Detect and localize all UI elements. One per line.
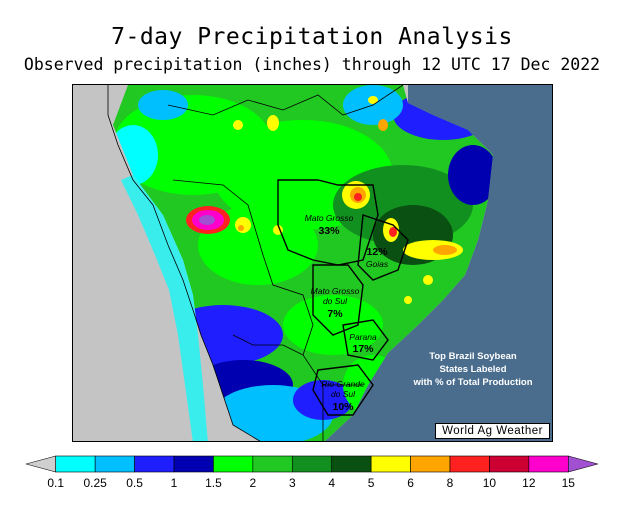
legend-tick-label: 0.5 [126, 476, 143, 490]
legend-tick-label: 1.5 [205, 476, 222, 490]
legend-arrow-left [26, 455, 57, 473]
state-name-parana: Parana [349, 332, 377, 342]
legend-tick-label: 8 [446, 476, 454, 490]
state-pct-ms: 7% [327, 308, 343, 320]
legend-swatch [94, 455, 135, 473]
precipitation-map: Mato Grosso 33% 12% Goias Mato Grosso do… [72, 84, 553, 442]
legend-tick-label: 5 [367, 476, 375, 490]
legend-tick-label: 6 [407, 476, 414, 490]
legend-tick-label: 3 [288, 476, 296, 490]
mato-grosso-outline [277, 179, 379, 266]
color-legend [26, 455, 598, 473]
map-canvas: Mato Grosso 33% 12% Goias Mato Grosso do… [73, 85, 552, 441]
state-name-mato-grosso: Mato Grosso [305, 213, 354, 223]
rio-grande-do-sul-outline [312, 364, 374, 416]
mato-grosso-do-sul-outline [312, 264, 364, 336]
legend-swatch [252, 455, 293, 473]
legend-tick-label: 10 [482, 476, 497, 490]
map-title: 7-day Precipitation Analysis [111, 24, 513, 50]
legend-swatch [370, 455, 411, 473]
legend-tick-label: 2 [249, 476, 257, 490]
credit-label: World Ag Weather [435, 423, 550, 439]
legend-swatch [528, 455, 569, 473]
legend-swatch [213, 455, 254, 473]
legend-arrow-right [567, 455, 598, 473]
legend-tick-label: 12 [522, 476, 536, 490]
soybean-state-outlines [277, 179, 409, 416]
legend-swatch [173, 455, 214, 473]
note-line-3: with % of Total Production [412, 377, 532, 388]
state-pct-rs: 10% [332, 401, 354, 413]
note-line-1: Top Brazil Soybean [429, 351, 517, 362]
parana-outline [342, 319, 389, 361]
legend-swatch [489, 455, 530, 473]
legend-swatch [134, 455, 175, 473]
state-name-rs-line1: Rio Grande [321, 379, 365, 389]
state-name-ms-line2: do Sul [323, 296, 348, 306]
legend-tick-label: 1 [170, 476, 178, 490]
note-line-2: States Labeled [439, 364, 506, 375]
legend-tick-label: 4 [328, 476, 336, 490]
legend-tick-label: 15 [561, 476, 575, 490]
legend-swatch [449, 455, 490, 473]
legend-swatch [55, 455, 96, 473]
legend-swatch [331, 455, 372, 473]
legend-swatch [410, 455, 451, 473]
state-pct-parana: 17% [352, 343, 374, 355]
legend-tick-label: 0.1 [47, 476, 65, 490]
state-pct-goias: 12% [366, 246, 388, 258]
state-pct-mato-grosso: 33% [318, 225, 340, 237]
state-name-ms-line1: Mato Grosso [311, 286, 360, 296]
goias-outline [357, 214, 409, 281]
legend-swatch [291, 455, 333, 473]
map-subtitle: Observed precipitation (inches) through … [23, 55, 601, 74]
country-borders [107, 85, 404, 441]
dry-west [73, 85, 208, 441]
state-name-goias: Goias [366, 259, 389, 269]
legend-labels: 0.1 0.25 0.5 1 1.5 2 3 4 5 6 8 10 12 15 [0, 476, 624, 494]
legend-tick-label: 0.25 [83, 476, 107, 490]
state-name-rs-line2: do Sul [331, 389, 356, 399]
